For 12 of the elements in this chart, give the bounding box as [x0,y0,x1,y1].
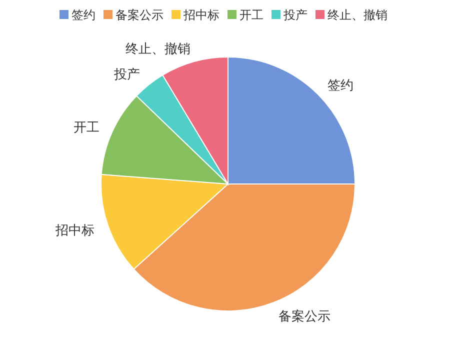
slice-label: 招中标 [54,224,95,239]
legend-label: 投产 [282,8,308,22]
slice-label: 终止、撤销 [125,42,190,58]
legend-label: 终止、撤销 [328,8,388,22]
slice-label: 投产 [113,68,140,83]
slice-label: 开工 [73,120,100,136]
legend-label: 备案公示 [116,8,164,22]
legend-label: 签约 [72,8,96,22]
slice-label: 签约 [328,78,354,94]
slice-label: 备案公示 [278,308,331,325]
legend-label: 开工 [240,8,264,22]
legend-label: 招中标 [182,8,220,22]
